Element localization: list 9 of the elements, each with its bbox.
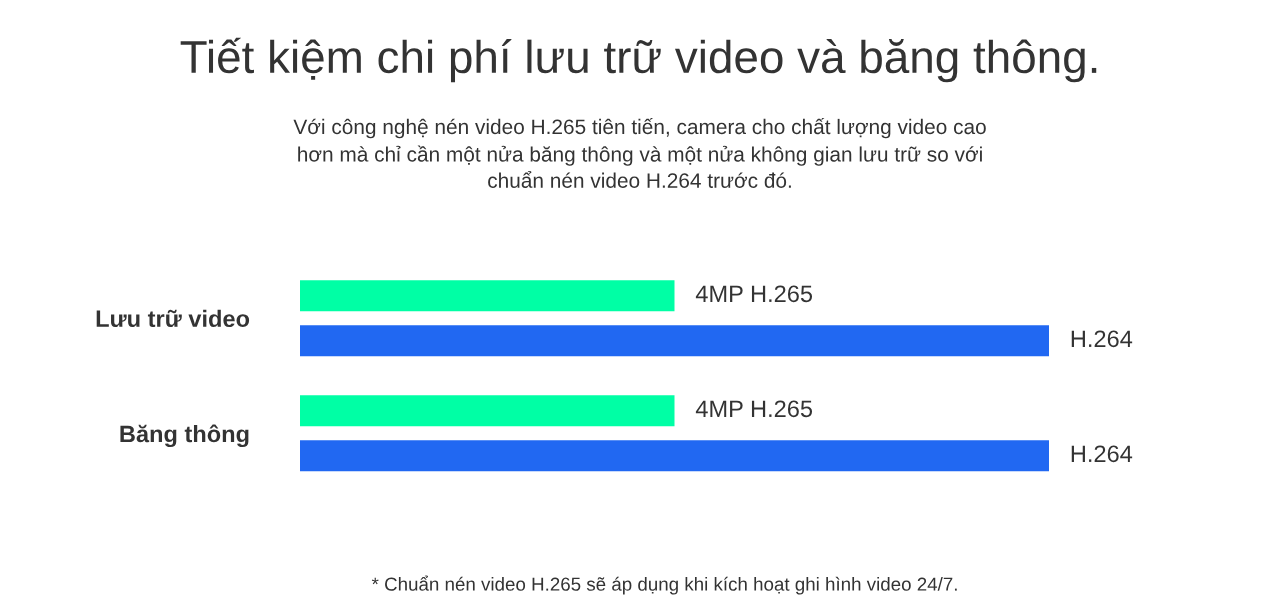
series-label: H.264 [1071,330,1133,348]
y-tick-label: Băng thông [120,424,249,448]
chart-title: Tiết kiệm chi phí lưu trữ video và băng thông. [180,37,1097,83]
chart-subtitle: Với công nghệ nén video H.265 tiên tiến, camera cho chất lượng video cao hơn mà chỉ cần một nửa băng thông và một nửa không gian lưu trữ so với chuẩn nén video H.264 trước đó. [293,117,986,188]
text: H.264 [1071,445,1133,463]
text: * Chuẩn nén video H.265 sẽ áp dụng khi kích hoạt ghi hình video 24/7. [371,575,957,595]
y-tick-label: Lưu trữ video [96,309,250,328]
series-label: 4MP H.265 [695,285,813,303]
text: 4MP H.265 [695,400,813,418]
